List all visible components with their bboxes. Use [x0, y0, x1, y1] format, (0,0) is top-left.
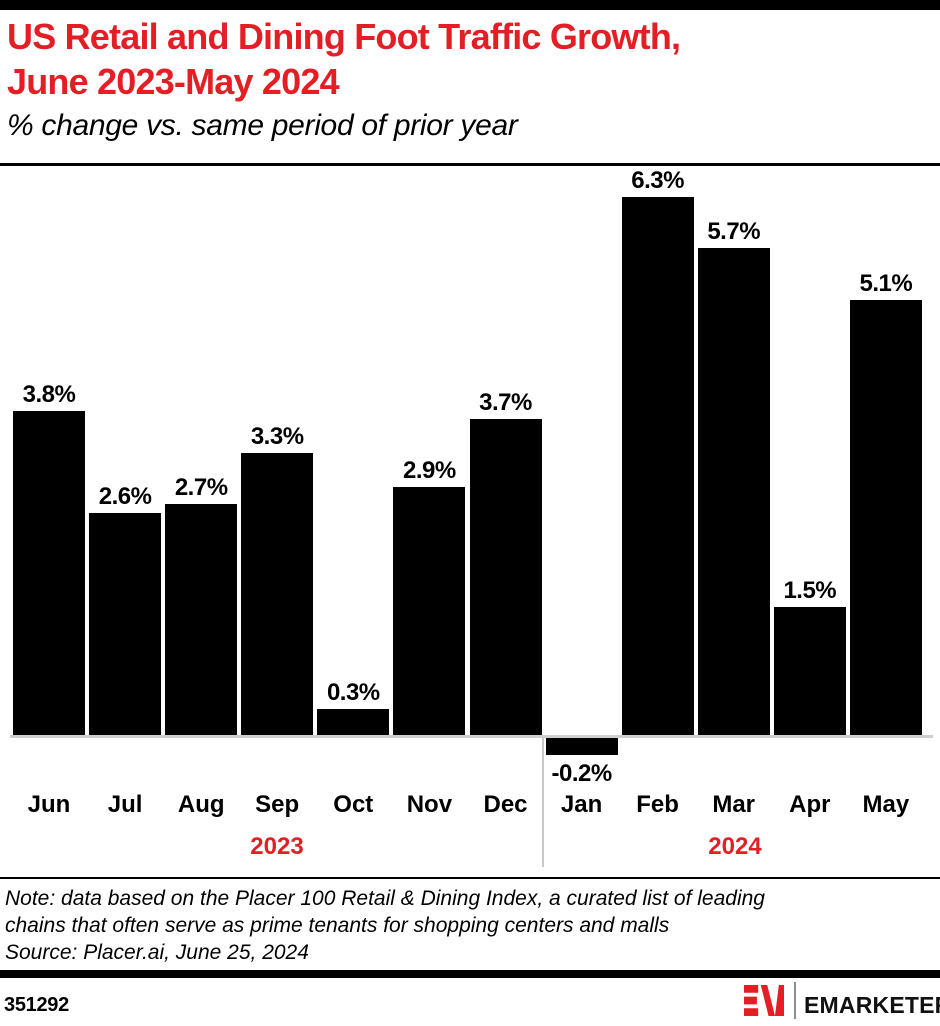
x-axis-label-jun: Jun: [27, 791, 71, 818]
logo-separator: [794, 982, 796, 1019]
bar-may: [849, 299, 922, 735]
bar-jul: [89, 513, 162, 735]
bar-value-label-mar: 5.7%: [707, 218, 761, 246]
x-axis-label-oct: Oct: [333, 791, 374, 818]
x-axis-label-dec: Dec: [483, 791, 528, 818]
bar-oct: [317, 709, 390, 735]
x-axis-label-jul: Jul: [107, 791, 143, 818]
bar-feb: [621, 197, 694, 735]
emarketer-em-monogram-icon: [744, 985, 784, 1016]
bar-value-label-nov: 2.9%: [403, 457, 456, 485]
brand-wordmark: EMARKETER: [804, 992, 940, 1018]
bar-value-label-jan: -0.2%: [551, 760, 612, 788]
x-axis-label-mar: Mar: [712, 791, 756, 818]
chart-source: Source: Placer.ai, June 25, 2024: [5, 941, 309, 964]
bar-aug: [165, 504, 238, 735]
bar-dec: [469, 419, 542, 735]
x-axis-label-aug: Aug: [177, 791, 225, 818]
bar-value-label-aug: 2.7%: [174, 474, 228, 502]
x-axis-year-2024: 2024: [708, 833, 762, 860]
x-axis-label-jan: Jan: [560, 791, 603, 818]
x-axis-label-apr: Apr: [789, 791, 831, 818]
bar-jun: [13, 410, 85, 735]
bar-jan: [545, 738, 618, 756]
bar-value-label-jun: 3.8%: [22, 380, 76, 408]
bar-nov: [393, 487, 466, 735]
x-axis-line: [10, 735, 933, 738]
chart-subtitle: % change vs. same period of prior year: [7, 109, 518, 142]
year-divider: [542, 738, 544, 867]
chart-title: US Retail and Dining Foot Traffic Growth…: [7, 14, 907, 104]
header-divider: [0, 163, 940, 166]
bar-mar: [697, 248, 770, 735]
bar-value-label-dec: 3.7%: [479, 389, 532, 416]
x-axis-label-may: May: [862, 791, 910, 818]
chart-title-line1: US Retail and Dining Foot Traffic Growth…: [7, 16, 681, 57]
note-divider: [0, 877, 940, 879]
x-axis-year-2023: 2023: [250, 833, 304, 860]
bar-value-label-feb: 6.3%: [631, 167, 684, 194]
bar-sep: [241, 453, 314, 735]
chart-note-line1: Note: data based on the Placer 100 Retai…: [5, 887, 765, 910]
chart-title-line2: June 2023-May 2024: [7, 61, 340, 102]
top-accent-bar: [0, 0, 940, 10]
x-axis-label-feb: Feb: [636, 791, 679, 818]
chart-note-line2: chains that often serve as prime tenants…: [5, 914, 670, 937]
bar-value-label-apr: 1.5%: [783, 576, 837, 604]
bar-value-label-may: 5.1%: [859, 269, 913, 297]
chart-id: 351292: [4, 994, 69, 1016]
bar-value-label-oct: 0.3%: [326, 679, 380, 707]
footer-accent-bar: [0, 970, 940, 978]
x-axis-label-nov: Nov: [406, 791, 453, 818]
bar-value-label-jul: 2.6%: [98, 483, 152, 510]
bar-apr: [773, 606, 846, 735]
x-axis-label-sep: Sep: [255, 791, 300, 818]
bar-value-label-sep: 3.3%: [250, 423, 304, 451]
